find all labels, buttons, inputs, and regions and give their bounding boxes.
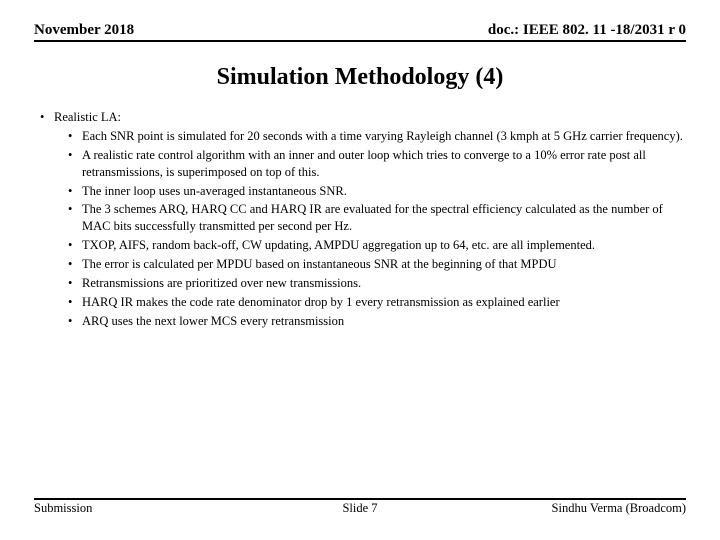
bullet-l2-text: A realistic rate control algorithm with … [82,147,686,181]
bullet-dot: • [68,147,82,181]
bullet-level2: • HARQ IR makes the code rate denominato… [68,294,686,311]
bullet-dot: • [68,313,82,330]
bullet-l2-text: Retransmissions are prioritized over new… [82,275,361,292]
bullet-l2-text: The inner loop uses un-averaged instanta… [82,183,347,200]
bullet-dot: • [68,256,82,273]
bullet-l2-text: The error is calculated per MPDU based o… [82,256,557,273]
bullet-dot: • [68,201,82,235]
bullet-dot: • [68,237,82,254]
footer-center: Slide 7 [342,501,377,516]
slide-page: November 2018 doc.: IEEE 802. 11 -18/203… [0,0,720,540]
bullet-level1: • Realistic LA: [40,109,686,126]
slide-header: November 2018 doc.: IEEE 802. 11 -18/203… [34,22,686,42]
bullet-level2: • ARQ uses the next lower MCS every retr… [68,313,686,330]
bullet-level2: • The inner loop uses un-averaged instan… [68,183,686,200]
slide-title: Simulation Methodology (4) [34,64,686,91]
slide-content: • Realistic LA: • Each SNR point is simu… [34,109,686,330]
bullet-dot: • [40,109,54,126]
footer-right: Sindhu Verma (Broadcom) [552,501,686,516]
bullet-level2: • A realistic rate control algorithm wit… [68,147,686,181]
bullet-l2-text: ARQ uses the next lower MCS every retran… [82,313,344,330]
header-date: November 2018 [34,22,134,39]
bullet-level2: • Each SNR point is simulated for 20 sec… [68,128,686,145]
bullet-dot: • [68,294,82,311]
bullet-l2-text: HARQ IR makes the code rate denominator … [82,294,560,311]
slide-footer: Submission Slide 7 Sindhu Verma (Broadco… [34,498,686,516]
bullet-level2: • Retransmissions are prioritized over n… [68,275,686,292]
bullet-l1-text: Realistic LA: [54,109,121,126]
bullet-l2-text: The 3 schemes ARQ, HARQ CC and HARQ IR a… [82,201,686,235]
bullet-dot: • [68,275,82,292]
bullet-l2-text: Each SNR point is simulated for 20 secon… [82,128,683,145]
bullet-l2-text: TXOP, AIFS, random back-off, CW updating… [82,237,595,254]
footer-left: Submission [34,501,92,516]
header-docref: doc.: IEEE 802. 11 -18/2031 r 0 [488,22,686,39]
bullet-level2: • TXOP, AIFS, random back-off, CW updati… [68,237,686,254]
bullet-level2: • The 3 schemes ARQ, HARQ CC and HARQ IR… [68,201,686,235]
bullet-level2: • The error is calculated per MPDU based… [68,256,686,273]
bullet-dot: • [68,183,82,200]
bullet-dot: • [68,128,82,145]
footer-line: Submission Slide 7 Sindhu Verma (Broadco… [34,498,686,516]
